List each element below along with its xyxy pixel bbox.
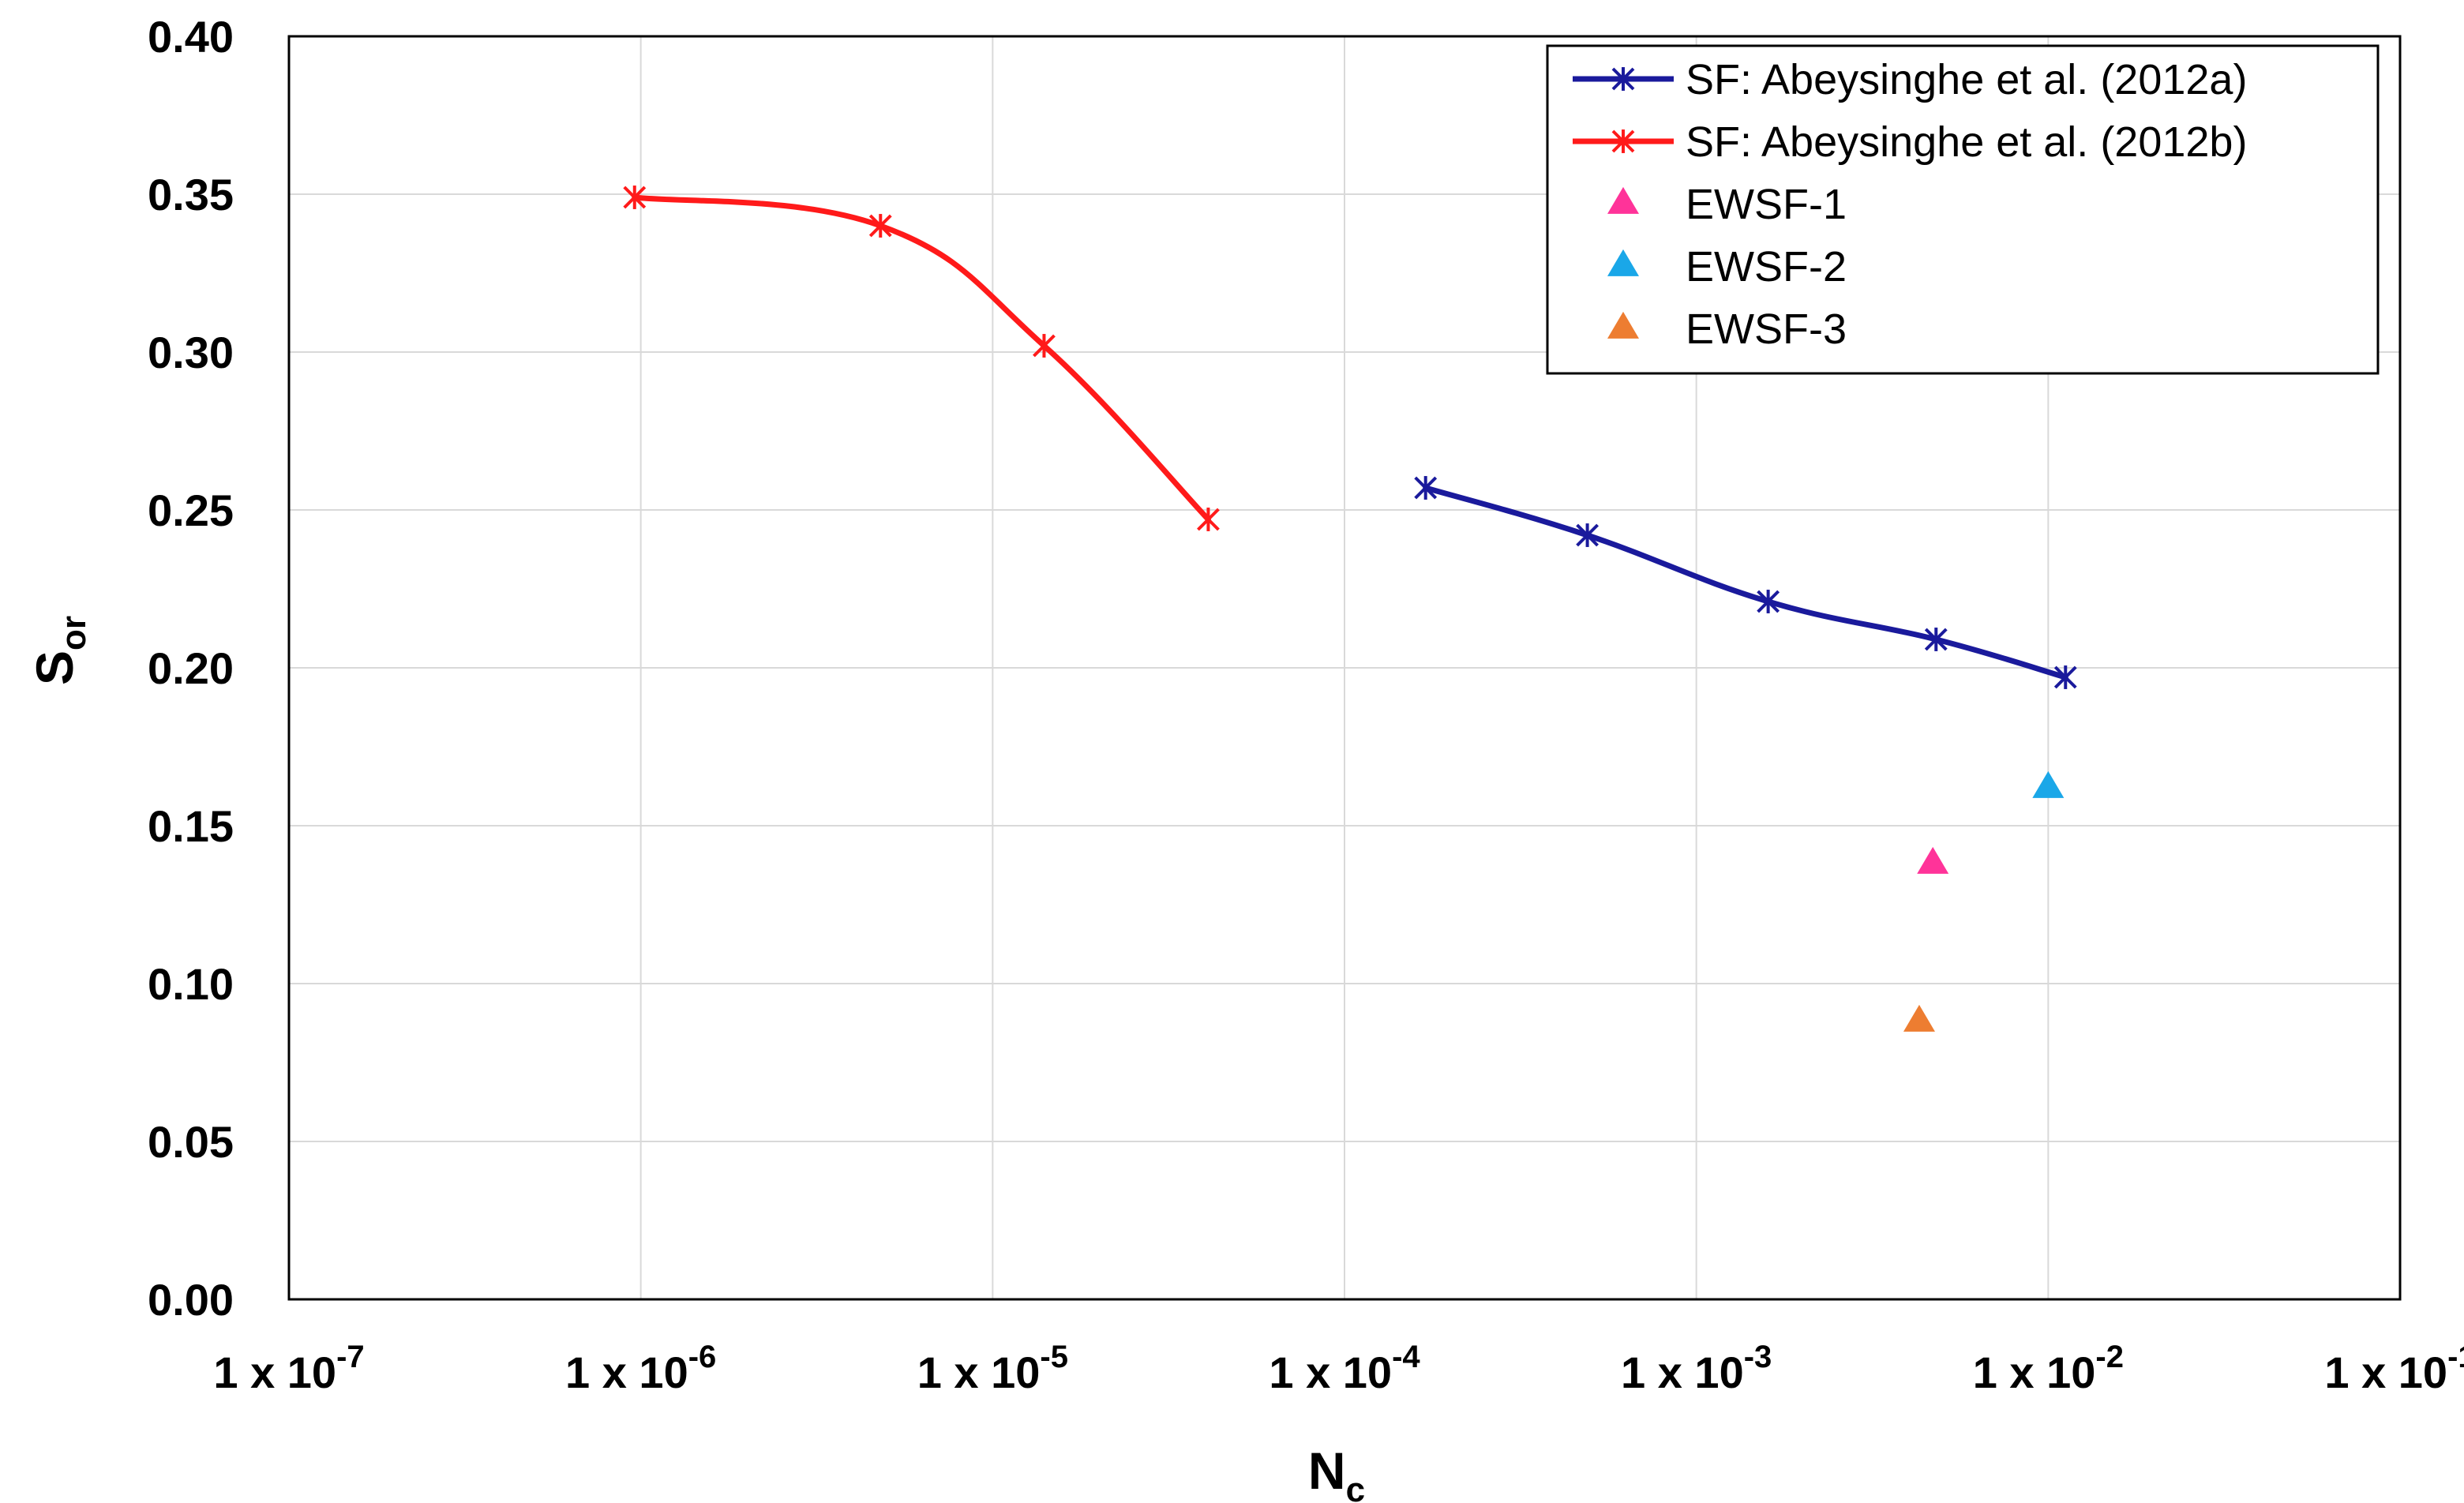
y-axis-title: Sor — [25, 616, 93, 685]
legend-label: EWSF-3 — [1686, 305, 1847, 353]
y-tick-label: 0.35 — [148, 170, 234, 219]
x-tick-label: 1 x 10-4 — [1269, 1340, 1420, 1397]
data-point — [1197, 508, 1220, 531]
legend-swatch-marker — [1607, 311, 1639, 339]
legend-label: EWSF-1 — [1686, 181, 1847, 228]
x-axis-ticks: 1 x 10-7 1 x 10-6 1 x 10-5 1 x 10-4 1 x 10-3… — [213, 1340, 2464, 1397]
legend-item: SF: Abeysinghe et al. (2012a) — [1573, 56, 2247, 103]
y-tick-label: 0.00 — [148, 1275, 234, 1325]
legend-label: SF: Abeysinghe et al. (2012b) — [1686, 118, 2247, 166]
y-tick-label: 0.05 — [148, 1117, 234, 1167]
series-ewsf-1 — [1917, 846, 1949, 874]
x-axis-title: Nc — [1308, 1441, 1365, 1503]
legend-item: EWSF-2 — [1607, 243, 1847, 290]
legend-item: SF: Abeysinghe et al. (2012b) — [1573, 118, 2247, 166]
y-tick-label: 0.30 — [148, 328, 234, 377]
legend-swatch-marker — [1611, 129, 1635, 153]
legend-box — [1546, 44, 2380, 375]
legend-swatch-marker — [1611, 67, 1635, 91]
legend-label: EWSF-2 — [1686, 243, 1847, 290]
series-layer — [623, 186, 2077, 1032]
y-tick-label: 0.25 — [148, 485, 234, 535]
y-axis-ticks: 0.00 0.05 0.10 0.15 0.20 0.25 0.30 0.35 0.40 — [148, 12, 234, 1325]
plot-area — [287, 35, 2402, 1301]
legend-label: SF: Abeysinghe et al. (2012a) — [1686, 56, 2247, 103]
series-ewsf-2 — [2032, 770, 2065, 798]
data-point — [868, 214, 892, 238]
x-tick-label: 1 x 10-3 — [1621, 1340, 1772, 1397]
legend-swatch-marker — [1607, 249, 1639, 276]
data-point — [1757, 590, 1780, 613]
series-line — [1423, 485, 2068, 680]
data-point — [1903, 1004, 1935, 1032]
y-tick-label: 0.20 — [148, 643, 234, 693]
series-sf-abeysinghe-et-al-2012a — [1414, 476, 2077, 689]
data-point — [2053, 665, 2077, 689]
x-tick-label: 1 x 10-5 — [917, 1340, 1068, 1397]
y-tick-label: 0.15 — [148, 801, 234, 851]
x-tick-label: 1 x 10-1 — [2324, 1340, 2464, 1397]
x-tick-label: 1 x 10-6 — [565, 1340, 716, 1397]
y-tick-label: 0.40 — [148, 12, 234, 62]
data-point — [2032, 770, 2065, 798]
series-ewsf-3 — [1903, 1004, 1935, 1032]
legend-item: EWSF-3 — [1607, 305, 1847, 353]
data-point — [1033, 334, 1056, 358]
data-point — [623, 186, 647, 209]
y-tick-label: 0.10 — [148, 959, 234, 1009]
data-point — [1917, 846, 1949, 874]
legend-item: EWSF-1 — [1607, 181, 1847, 228]
series-sf-abeysinghe-et-al-2012b — [623, 186, 1220, 531]
legend-swatch-marker — [1607, 186, 1639, 214]
data-point — [1414, 476, 1438, 500]
legend: SF: Abeysinghe et al. (2012a) SF: Abeysin… — [1546, 44, 2380, 375]
data-point — [1924, 628, 1948, 651]
x-tick-label: 1 x 10-7 — [213, 1340, 364, 1397]
x-tick-label: 1 x 10-2 — [1973, 1340, 2124, 1397]
series-line — [632, 194, 1211, 523]
data-point — [1576, 523, 1600, 547]
